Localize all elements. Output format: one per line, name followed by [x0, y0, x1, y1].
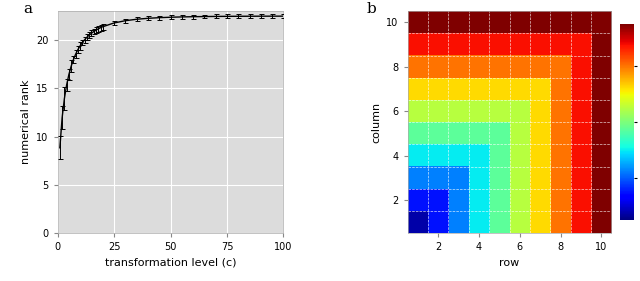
- Text: a: a: [24, 2, 33, 16]
- X-axis label: row: row: [499, 258, 520, 268]
- Text: b: b: [367, 2, 377, 16]
- Y-axis label: numerical rank: numerical rank: [20, 80, 31, 164]
- Y-axis label: column: column: [371, 102, 381, 143]
- X-axis label: transformation level (c): transformation level (c): [105, 258, 236, 268]
